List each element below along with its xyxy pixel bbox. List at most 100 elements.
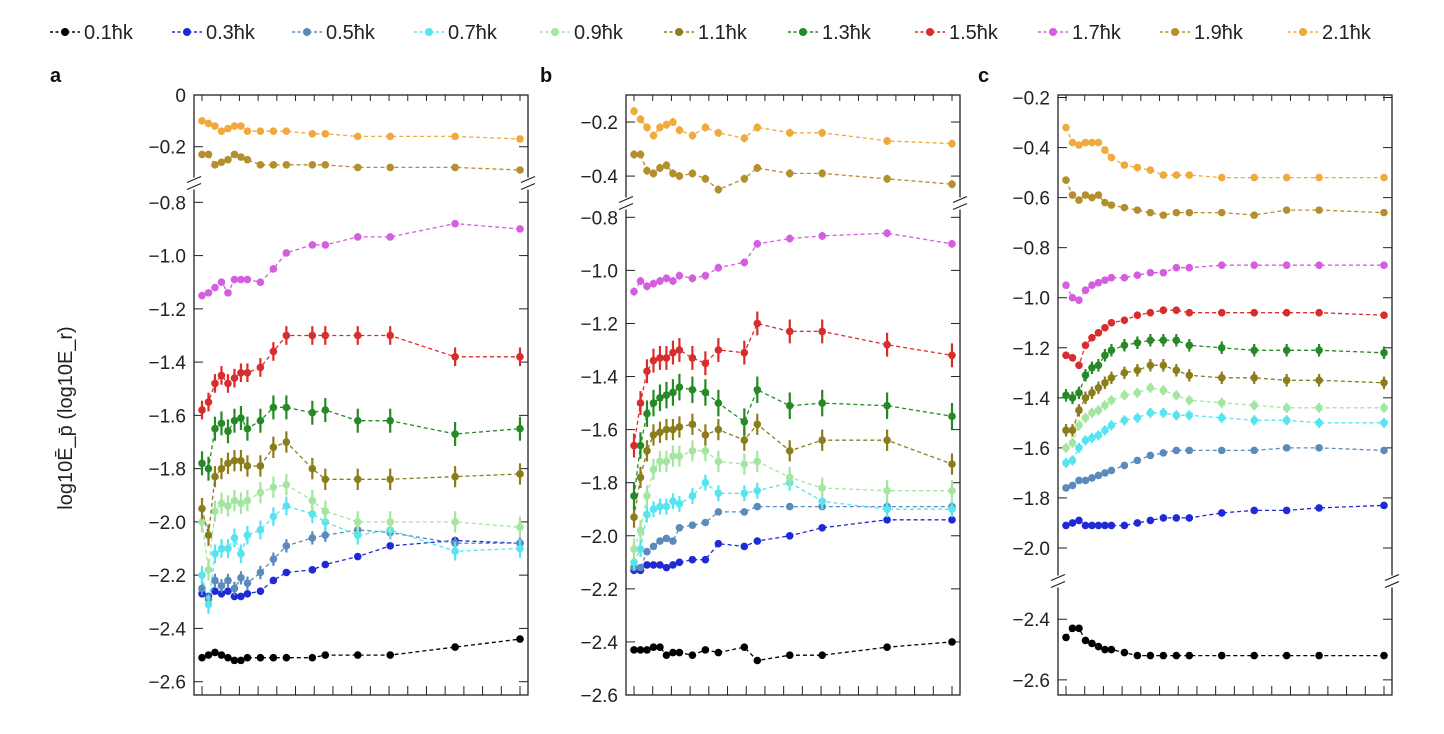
data-point <box>1075 406 1083 415</box>
data-point <box>675 452 684 460</box>
data-point <box>688 492 697 500</box>
data-point <box>785 327 794 336</box>
data-point <box>1315 261 1323 269</box>
data-point <box>675 271 684 280</box>
data-point <box>649 465 658 474</box>
y-tick-label: −0.4 <box>1012 139 1050 160</box>
data-point <box>753 420 762 429</box>
data-point <box>516 635 524 643</box>
data-point <box>1088 521 1096 530</box>
data-point <box>1075 196 1083 204</box>
data-point <box>1107 421 1116 430</box>
data-point <box>1075 516 1083 525</box>
data-point <box>198 459 206 468</box>
axis-break-mark <box>1050 580 1066 589</box>
y-axis-label: log10Ē_p̄ (log10E_r) <box>54 326 77 509</box>
data-point <box>1120 273 1129 282</box>
data-point <box>662 534 671 543</box>
data-point <box>948 505 956 514</box>
panel-label-c: c <box>978 65 989 87</box>
data-point <box>1094 384 1103 392</box>
data-point <box>224 587 232 595</box>
data-point <box>669 118 677 126</box>
data-point <box>282 127 291 136</box>
data-point <box>198 518 206 526</box>
data-point <box>818 129 827 137</box>
data-point <box>308 566 317 574</box>
data-point <box>714 648 723 657</box>
series-1.3ħk <box>1062 334 1388 405</box>
data-point <box>753 386 762 394</box>
data-point <box>217 582 226 590</box>
data-point <box>714 457 723 466</box>
data-point <box>701 447 710 455</box>
data-point <box>321 406 330 414</box>
data-point <box>451 163 459 172</box>
data-point <box>818 232 827 240</box>
data-point <box>1282 206 1291 214</box>
data-point <box>1250 651 1259 660</box>
series-line <box>633 386 953 497</box>
axis-break-mark <box>952 195 968 204</box>
data-point <box>675 500 684 508</box>
data-point <box>630 545 638 553</box>
data-point <box>217 464 226 473</box>
data-point <box>1088 363 1096 372</box>
data-point <box>1068 481 1077 490</box>
data-point <box>662 354 671 362</box>
data-point <box>688 651 697 659</box>
data-point <box>321 651 330 659</box>
data-point <box>643 646 651 654</box>
data-point <box>1159 336 1168 345</box>
data-point <box>649 505 658 514</box>
series-0.9ħk <box>630 440 956 560</box>
data-point <box>1185 651 1194 660</box>
panel-b: b −0.8 −1.0 −1.2 −1.4 −1.6 −1.8 −2.0 −2.2 −2.4 −2.… <box>540 65 968 707</box>
data-point <box>714 399 723 407</box>
data-point <box>217 371 226 380</box>
y-tick-label: −1.0 <box>1012 289 1050 310</box>
data-point <box>701 518 710 527</box>
data-point <box>688 354 697 362</box>
data-point <box>243 275 252 284</box>
data-point <box>243 127 252 136</box>
data-point <box>662 502 671 511</box>
data-point <box>1068 138 1077 147</box>
series-0.3ħk <box>198 536 524 601</box>
data-point <box>883 340 891 349</box>
data-point <box>1101 645 1109 654</box>
series-0.1ħk <box>198 635 524 665</box>
data-point <box>256 526 265 534</box>
data-point <box>386 163 395 172</box>
y-tick-label: −2.4 <box>148 619 186 640</box>
data-point <box>1250 173 1259 182</box>
data-point <box>1094 138 1103 147</box>
data-point <box>282 568 291 577</box>
data-point <box>1159 268 1168 277</box>
data-point <box>1380 379 1388 387</box>
data-point <box>1380 419 1388 427</box>
data-point <box>308 129 317 138</box>
data-point <box>688 555 697 564</box>
data-point <box>1107 373 1116 382</box>
data-point <box>1250 401 1259 410</box>
data-point <box>217 158 226 167</box>
legend-label-6: 1.3ħk <box>822 22 872 44</box>
data-point <box>1159 361 1168 370</box>
data-point <box>269 127 278 136</box>
data-point <box>282 331 291 340</box>
data-point <box>1107 318 1116 327</box>
data-point <box>753 502 762 511</box>
axis-break-gap <box>186 177 202 190</box>
data-point <box>211 122 219 130</box>
data-point <box>753 656 762 665</box>
data-point <box>669 277 677 285</box>
data-point <box>204 119 213 128</box>
series-line <box>201 529 520 601</box>
data-point <box>1159 306 1168 315</box>
data-point <box>1120 203 1129 212</box>
data-point <box>237 550 245 558</box>
data-point <box>1068 426 1077 435</box>
data-point <box>1075 624 1083 633</box>
data-point <box>516 225 524 233</box>
